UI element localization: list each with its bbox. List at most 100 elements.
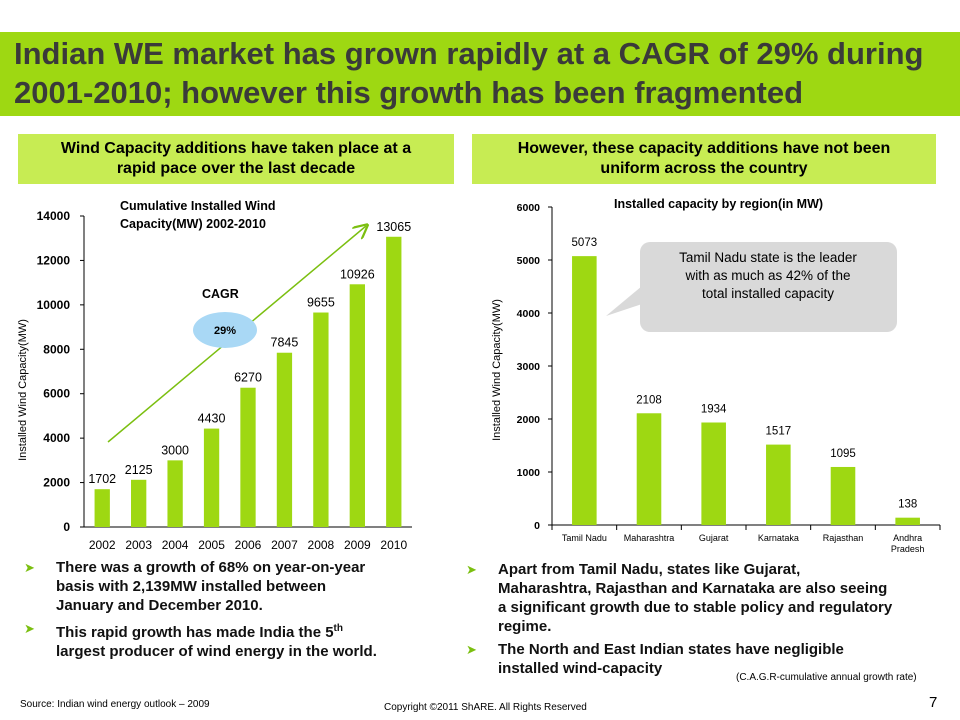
data-label: 1095 xyxy=(830,448,856,460)
bullet-line: largest producer of wind energy in the w… xyxy=(56,643,377,660)
data-label: 10926 xyxy=(340,267,375,281)
x-tick-label: 2009 xyxy=(344,538,371,552)
ordinal-suffix: th xyxy=(333,623,343,634)
y-tick-label: 3000 xyxy=(517,361,541,373)
arrow-bullet-icon: ➤ xyxy=(24,621,35,636)
left-heading-line2: rapid pace over the last decade xyxy=(116,160,356,177)
x-tick-label: 2007 xyxy=(271,538,298,552)
arrow-bullet-icon: ➤ xyxy=(466,642,477,657)
cagr-value: 29% xyxy=(214,325,236,337)
right-heading-line1: However, these capacity additions have n… xyxy=(517,140,891,157)
x-tick-label: Pradesh xyxy=(891,544,925,554)
x-tick-label: 2004 xyxy=(162,538,189,552)
y-tick-label: 4000 xyxy=(43,431,70,445)
data-label: 138 xyxy=(898,499,917,511)
left-heading-line1: Wind Capacity additions have taken place… xyxy=(60,140,412,157)
y-tick-label: 0 xyxy=(534,520,540,532)
list-item: ➤ Apart from Tamil Nadu, states like Guj… xyxy=(462,560,952,636)
list-item: ➤ There was a growth of 68% on year-on-y… xyxy=(20,558,450,615)
data-label: 5073 xyxy=(572,237,598,249)
bullet-line: The North and East Indian states have ne… xyxy=(498,641,844,658)
right-bullet-list: ➤ Apart from Tamil Nadu, states like Guj… xyxy=(462,560,952,682)
y-tick-label: 12000 xyxy=(37,253,71,267)
title-band xyxy=(0,32,960,116)
data-label: 2108 xyxy=(636,394,662,406)
callout-line1: Tamil Nadu state is the leader xyxy=(679,250,857,265)
bullet-line: There was a growth of 68% on year-on-yea… xyxy=(56,559,366,576)
regional-capacity-chart: Installed capacity by region(in MW) Inst… xyxy=(491,197,941,554)
callout-pointer xyxy=(606,286,642,316)
source-note: Source: Indian wind energy outlook – 200… xyxy=(20,699,210,710)
x-tick-label: 2002 xyxy=(89,538,116,552)
chart-title: Installed capacity by region(in MW) xyxy=(614,197,823,211)
x-tick-label: Andhra xyxy=(893,533,922,543)
data-label: 2125 xyxy=(125,463,153,477)
callout-box xyxy=(640,242,897,332)
bullet-line: a significant growth due to stable polic… xyxy=(498,599,893,616)
y-tick-label: 1000 xyxy=(517,467,541,479)
y-tick-label: 10000 xyxy=(37,298,71,312)
bullet-line: January and December 2010. xyxy=(56,597,263,614)
chart-title-line1: Cumulative Installed Wind xyxy=(120,199,275,213)
y-axis-label: Installed Wind Capacity(MW) xyxy=(17,319,29,461)
bar xyxy=(203,428,220,527)
left-panel-heading: Wind Capacity additions have taken place… xyxy=(18,134,454,184)
bar xyxy=(572,256,597,525)
cumulative-capacity-chart: Cumulative Installed Wind Capacity(MW) 2… xyxy=(17,199,412,552)
bar xyxy=(386,236,402,527)
bullet-line: This rapid growth has made India the 5th xyxy=(56,619,450,642)
bar xyxy=(94,489,110,527)
bar xyxy=(636,413,662,525)
page-title-line1: Indian WE market has grown rapidly at a … xyxy=(14,36,924,71)
y-tick-label: 6000 xyxy=(43,387,70,401)
bullet-line: regime. xyxy=(498,618,552,635)
list-item: ➤ The North and East Indian states have … xyxy=(462,640,952,678)
bullet-text: This rapid growth has made India the 5 xyxy=(56,624,334,641)
y-tick-label: 14000 xyxy=(37,209,71,223)
y-tick-label: 2000 xyxy=(517,414,541,426)
bar xyxy=(830,466,856,525)
x-tick-label: 2006 xyxy=(235,538,262,552)
bullet-line: Apart from Tamil Nadu, states like Gujar… xyxy=(498,561,801,578)
y-tick-label: 0 xyxy=(63,520,70,534)
bullet-line: installed wind-capacity xyxy=(498,660,663,677)
bar xyxy=(349,284,365,527)
cagr-bubble xyxy=(193,312,257,348)
x-tick-label: Maharashtra xyxy=(624,533,675,543)
bullet-line: Maharashtra, Rajasthan and Karnataka are… xyxy=(498,580,888,597)
chart-title-line2: Capacity(MW) 2002-2010 xyxy=(120,217,266,231)
y-tick-label: 6000 xyxy=(517,202,541,214)
bar xyxy=(313,312,329,527)
x-tick-label: Gujarat xyxy=(699,533,729,543)
left-bullet-list: ➤ There was a growth of 68% on year-on-y… xyxy=(20,558,450,665)
cagr-label: CAGR xyxy=(202,287,239,301)
page-title-line2: 2001-2010; however this growth has been … xyxy=(14,75,804,110)
bar xyxy=(766,444,791,525)
data-label: 1517 xyxy=(766,426,792,438)
bullet-line: basis with 2,139MW installed between xyxy=(56,578,327,595)
arrow-bullet-icon: ➤ xyxy=(466,562,477,577)
callout-line3: total installed capacity xyxy=(702,286,834,301)
data-label: 4430 xyxy=(198,412,226,426)
x-tick-label: Karnataka xyxy=(758,533,799,543)
page-number: 7 xyxy=(929,694,938,711)
data-label: 9655 xyxy=(307,296,335,310)
callout-line2: with as much as 42% of the xyxy=(684,268,850,283)
y-tick-label: 2000 xyxy=(43,476,70,490)
data-label: 1934 xyxy=(701,403,727,415)
bar xyxy=(276,352,293,527)
bar xyxy=(240,387,256,527)
bar xyxy=(701,422,726,525)
x-tick-label: 2010 xyxy=(380,538,407,552)
y-tick-label: 8000 xyxy=(43,342,70,356)
data-label: 6270 xyxy=(234,371,262,385)
y-tick-label: 5000 xyxy=(517,255,541,267)
bar xyxy=(131,479,147,527)
right-heading-line2: uniform across the country xyxy=(600,160,808,177)
x-tick-label: Rajasthan xyxy=(823,533,864,543)
y-axis-label: Installed Wind Capacity(MW) xyxy=(491,299,503,441)
list-item: ➤ This rapid growth has made India the 5… xyxy=(20,619,450,661)
arrow-bullet-icon: ➤ xyxy=(24,560,35,575)
data-label: 7845 xyxy=(271,336,299,350)
x-tick-label: 2005 xyxy=(198,538,225,552)
